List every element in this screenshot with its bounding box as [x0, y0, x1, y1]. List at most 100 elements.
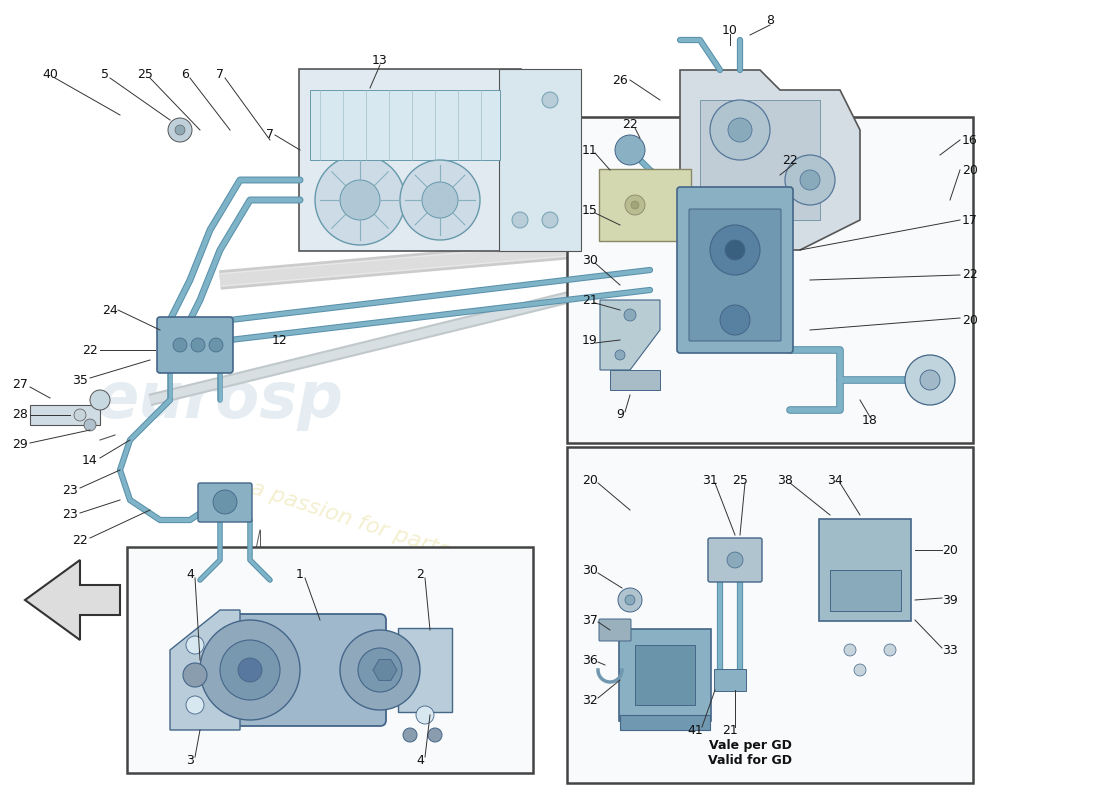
Circle shape [358, 648, 402, 692]
Text: 2: 2 [416, 569, 424, 582]
Circle shape [186, 636, 204, 654]
Circle shape [340, 180, 379, 220]
Text: 14: 14 [82, 454, 98, 466]
Circle shape [416, 706, 434, 724]
Text: 30: 30 [582, 254, 598, 266]
Text: 20: 20 [962, 163, 978, 177]
Text: 17: 17 [962, 214, 978, 226]
Text: 12: 12 [272, 334, 288, 346]
Circle shape [186, 696, 204, 714]
Circle shape [191, 338, 205, 352]
Text: eurosp: eurosp [96, 369, 344, 431]
Text: 11: 11 [582, 143, 598, 157]
Circle shape [785, 155, 835, 205]
Circle shape [625, 195, 645, 215]
Text: 15: 15 [582, 203, 598, 217]
Circle shape [173, 338, 187, 352]
Text: 29: 29 [12, 438, 28, 451]
Text: 22: 22 [82, 343, 98, 357]
Circle shape [905, 355, 955, 405]
Circle shape [84, 419, 96, 431]
Circle shape [727, 552, 742, 568]
Circle shape [400, 160, 480, 240]
Text: 19: 19 [582, 334, 598, 346]
Circle shape [631, 201, 639, 209]
Circle shape [625, 595, 635, 605]
Circle shape [615, 135, 645, 165]
Text: 18: 18 [862, 414, 878, 426]
FancyBboxPatch shape [619, 629, 711, 721]
FancyBboxPatch shape [600, 169, 691, 241]
Circle shape [428, 728, 442, 742]
Circle shape [403, 728, 417, 742]
Text: 22: 22 [623, 118, 638, 131]
Circle shape [624, 309, 636, 321]
Circle shape [800, 170, 820, 190]
Circle shape [854, 664, 866, 676]
Circle shape [220, 640, 280, 700]
Text: 34: 34 [827, 474, 843, 486]
Text: 22: 22 [782, 154, 797, 166]
Text: a passion for parts: a passion for parts [249, 478, 452, 562]
Circle shape [213, 490, 236, 514]
FancyBboxPatch shape [829, 570, 901, 610]
FancyBboxPatch shape [299, 69, 521, 251]
Polygon shape [680, 70, 860, 250]
Circle shape [209, 338, 223, 352]
Text: 39: 39 [942, 594, 958, 606]
Text: 1: 1 [296, 569, 304, 582]
Text: 16: 16 [962, 134, 978, 146]
Circle shape [74, 409, 86, 421]
Circle shape [710, 225, 760, 275]
Text: 21: 21 [582, 294, 598, 306]
Circle shape [844, 644, 856, 656]
Text: 20: 20 [962, 314, 978, 326]
FancyBboxPatch shape [714, 669, 746, 691]
Text: 3: 3 [186, 754, 194, 766]
Text: 5: 5 [101, 69, 109, 82]
FancyBboxPatch shape [708, 538, 762, 582]
Circle shape [615, 350, 625, 360]
Bar [620, 715, 710, 730]
Circle shape [512, 212, 528, 228]
Polygon shape [600, 300, 660, 370]
FancyBboxPatch shape [566, 117, 974, 443]
Text: 23: 23 [62, 483, 78, 497]
Circle shape [90, 390, 110, 410]
Text: 24: 24 [102, 303, 118, 317]
Text: 7: 7 [216, 69, 224, 82]
Text: 25: 25 [733, 474, 748, 486]
Circle shape [340, 630, 420, 710]
Text: 33: 33 [942, 643, 958, 657]
Text: 22: 22 [73, 534, 88, 546]
Circle shape [200, 620, 300, 720]
Text: 28: 28 [12, 409, 28, 422]
Text: 20: 20 [942, 543, 958, 557]
Text: 22: 22 [962, 269, 978, 282]
Text: 85: 85 [771, 329, 829, 371]
Circle shape [728, 118, 752, 142]
Circle shape [725, 240, 745, 260]
Polygon shape [700, 100, 820, 220]
Circle shape [542, 212, 558, 228]
Text: 35: 35 [73, 374, 88, 386]
Circle shape [542, 92, 558, 108]
Text: 6: 6 [182, 69, 189, 82]
FancyBboxPatch shape [499, 69, 581, 251]
Circle shape [168, 118, 192, 142]
Text: 31: 31 [702, 474, 718, 486]
Circle shape [315, 155, 405, 245]
FancyBboxPatch shape [676, 187, 793, 353]
Text: 32: 32 [582, 694, 598, 706]
FancyBboxPatch shape [126, 547, 534, 773]
Text: 38: 38 [777, 474, 793, 486]
Text: 9: 9 [616, 409, 624, 422]
Circle shape [238, 658, 262, 682]
FancyBboxPatch shape [689, 209, 781, 341]
Text: 7: 7 [266, 129, 274, 142]
Text: 36: 36 [582, 654, 598, 666]
Text: 8: 8 [766, 14, 774, 26]
FancyBboxPatch shape [566, 447, 974, 783]
Circle shape [183, 663, 207, 687]
Text: 4: 4 [186, 569, 194, 582]
